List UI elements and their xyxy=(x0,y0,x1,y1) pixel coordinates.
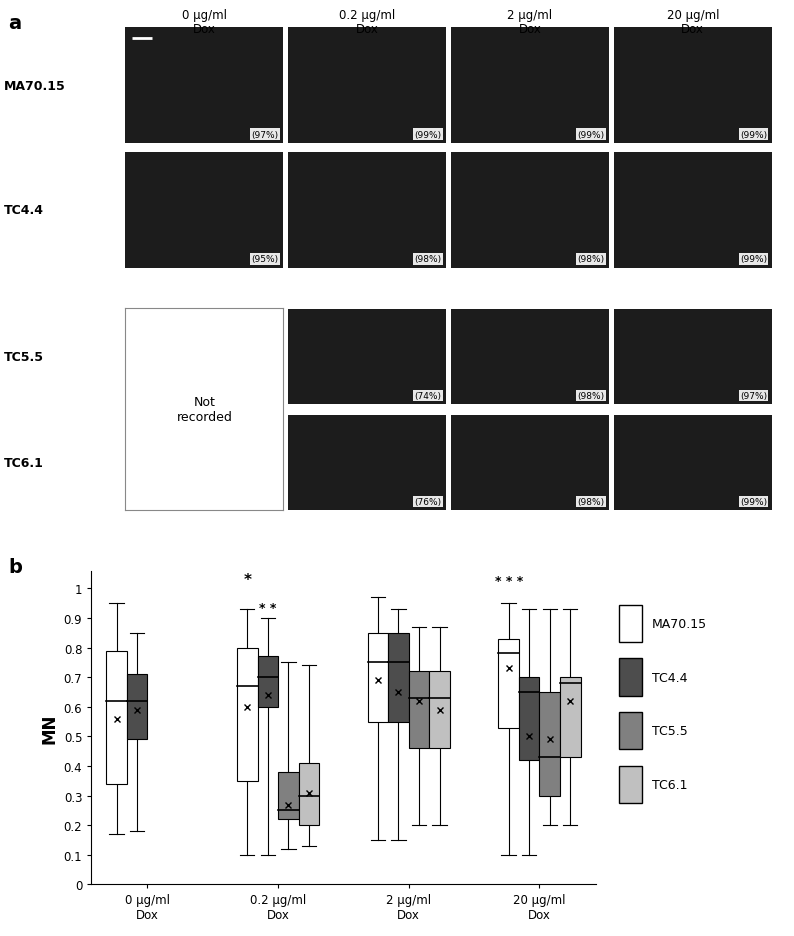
Bar xyxy=(388,633,409,722)
Text: (95%): (95%) xyxy=(252,255,279,264)
Text: TC6.1: TC6.1 xyxy=(652,778,688,791)
Text: b: b xyxy=(8,557,21,576)
Text: MA70.15: MA70.15 xyxy=(4,80,66,93)
Text: Dox: Dox xyxy=(518,23,542,37)
Bar xyxy=(619,712,642,750)
Bar xyxy=(278,772,299,819)
Bar xyxy=(499,639,519,728)
Bar xyxy=(619,659,642,695)
Text: (74%): (74%) xyxy=(414,391,441,401)
Text: (99%): (99%) xyxy=(740,497,767,506)
Bar xyxy=(539,693,560,796)
Bar xyxy=(257,657,278,707)
Text: (99%): (99%) xyxy=(414,130,441,139)
Text: * *: * * xyxy=(259,601,276,614)
Text: 2 µg/ml: 2 µg/ml xyxy=(507,9,553,22)
Text: TC6.1: TC6.1 xyxy=(4,457,44,469)
Text: (98%): (98%) xyxy=(414,255,441,264)
Text: (76%): (76%) xyxy=(414,497,441,506)
Bar xyxy=(237,648,257,781)
Text: (99%): (99%) xyxy=(740,255,767,264)
Text: Dox: Dox xyxy=(356,23,379,37)
Text: (99%): (99%) xyxy=(740,130,767,139)
Text: Dox: Dox xyxy=(193,23,216,37)
Text: * * *: * * * xyxy=(495,575,522,587)
Text: 0 µg/ml: 0 µg/ml xyxy=(182,9,227,22)
Text: Dox: Dox xyxy=(681,23,704,37)
Bar xyxy=(106,651,127,784)
Bar xyxy=(127,675,148,739)
Text: TC4.4: TC4.4 xyxy=(4,204,44,217)
Text: (98%): (98%) xyxy=(577,255,604,264)
Text: a: a xyxy=(8,14,21,33)
Text: TC5.5: TC5.5 xyxy=(4,351,44,363)
Text: 0.2 µg/ml: 0.2 µg/ml xyxy=(339,9,395,22)
Text: (97%): (97%) xyxy=(252,130,279,139)
Bar xyxy=(409,671,430,749)
Bar xyxy=(430,671,450,749)
Text: TC4.4: TC4.4 xyxy=(652,671,688,684)
Text: (98%): (98%) xyxy=(577,391,604,401)
Text: (99%): (99%) xyxy=(577,130,604,139)
Bar xyxy=(299,763,319,826)
Text: MA70.15: MA70.15 xyxy=(652,617,707,630)
Text: (97%): (97%) xyxy=(740,391,767,401)
Text: Not
recorded: Not recorded xyxy=(176,396,233,423)
Text: 20 µg/ml: 20 µg/ml xyxy=(666,9,719,22)
Bar xyxy=(560,678,580,757)
Y-axis label: MN: MN xyxy=(40,712,58,743)
Text: *: * xyxy=(243,572,251,587)
Text: (98%): (98%) xyxy=(577,497,604,506)
Bar xyxy=(519,678,539,760)
Bar xyxy=(619,606,642,642)
Text: TC5.5: TC5.5 xyxy=(652,724,688,738)
Bar xyxy=(619,766,642,803)
Bar xyxy=(368,633,388,722)
